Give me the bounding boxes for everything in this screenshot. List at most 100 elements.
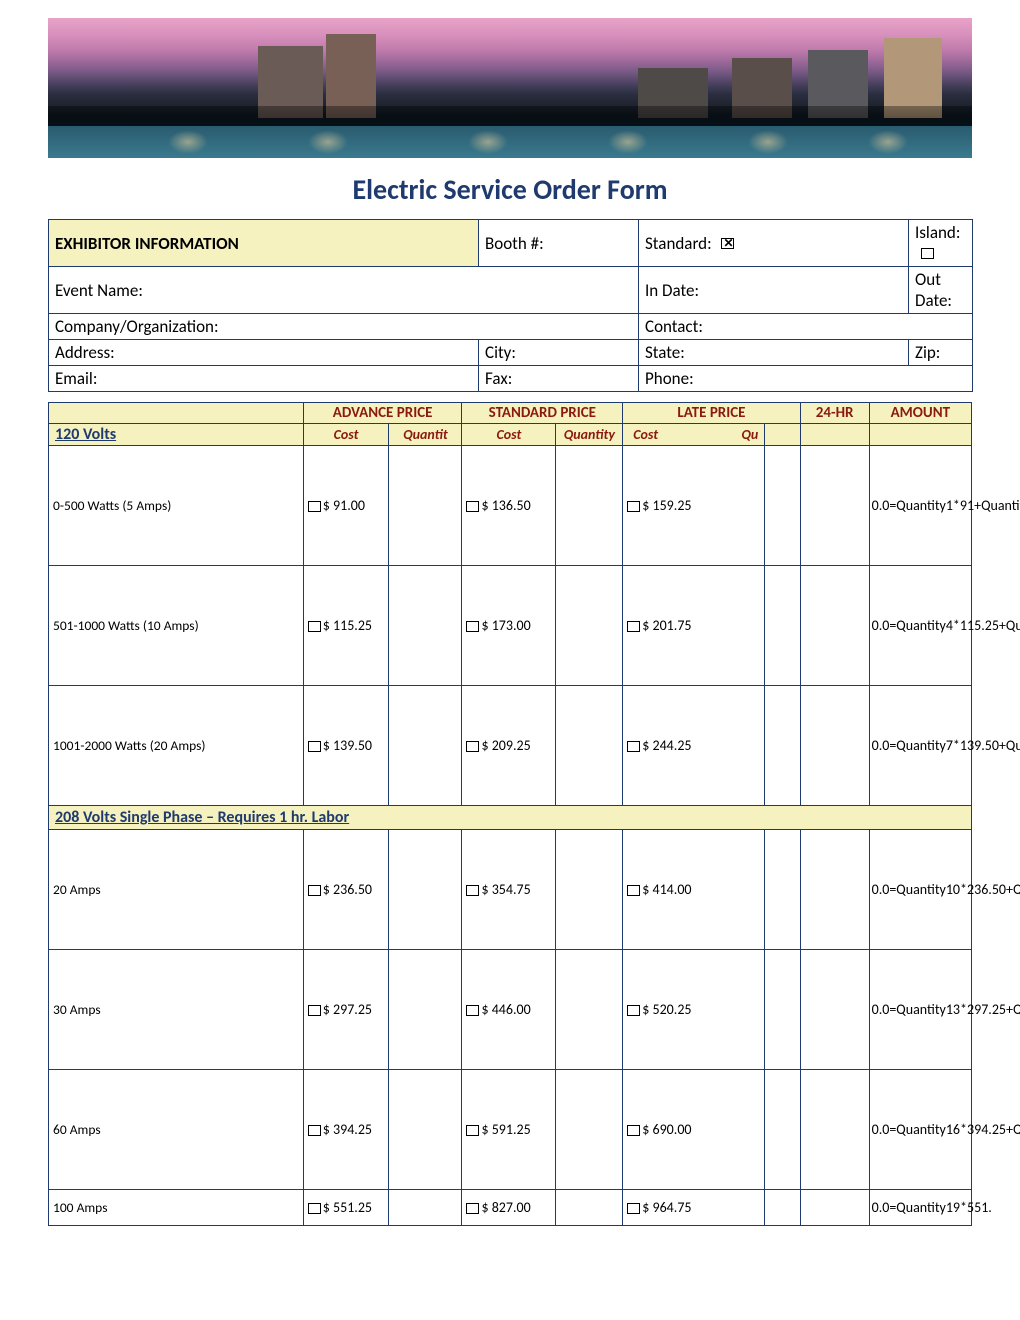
- checkbox-icon[interactable]: [308, 621, 321, 632]
- event-name-field[interactable]: Event Name:: [49, 267, 639, 314]
- booth-label[interactable]: Booth #:: [479, 220, 639, 267]
- 24hr-cell[interactable]: [800, 1070, 869, 1190]
- std-cost[interactable]: $ 136.50: [462, 446, 556, 566]
- late-qty[interactable]: [765, 1070, 800, 1190]
- checkbox-icon[interactable]: [466, 621, 479, 632]
- 24hr-cell[interactable]: [800, 1190, 869, 1226]
- late-qty[interactable]: [765, 686, 800, 806]
- amount-sub: [869, 424, 971, 446]
- checkbox-icon[interactable]: [308, 1125, 321, 1136]
- adv-cost[interactable]: $ 297.25: [303, 950, 389, 1070]
- std-cost[interactable]: $ 446.00: [462, 950, 556, 1070]
- std-qty[interactable]: [556, 1190, 623, 1226]
- std-qty[interactable]: [556, 446, 623, 566]
- checkbox-icon[interactable]: [627, 885, 640, 896]
- late-qty[interactable]: [765, 950, 800, 1070]
- checkbox-icon[interactable]: [627, 1005, 640, 1016]
- adv-qty[interactable]: [389, 830, 462, 950]
- out-date-field[interactable]: Out Date:: [909, 267, 973, 314]
- in-date-field[interactable]: In Date:: [639, 267, 909, 314]
- checkbox-icon[interactable]: [466, 1203, 479, 1214]
- 24hr-header: 24-HR: [800, 403, 869, 424]
- zip-field[interactable]: Zip:: [909, 340, 973, 366]
- adv-qty[interactable]: [389, 446, 462, 566]
- adv-qty[interactable]: [389, 566, 462, 686]
- amount-cell: 0.0=Quantity1*91+Quantity2*136.50+Quanti…: [869, 446, 971, 566]
- std-qty[interactable]: [556, 566, 623, 686]
- adv-cost[interactable]: $ 115.25: [303, 566, 389, 686]
- checkbox-icon[interactable]: [308, 741, 321, 752]
- std-qty[interactable]: [556, 686, 623, 806]
- fax-field[interactable]: Fax:: [479, 366, 639, 392]
- checkbox-icon[interactable]: [466, 1125, 479, 1136]
- late-qty[interactable]: [765, 830, 800, 950]
- city-field[interactable]: City:: [479, 340, 639, 366]
- late-qty[interactable]: [765, 446, 800, 566]
- adv-qty[interactable]: [389, 1190, 462, 1226]
- page-title: Electric Service Order Form: [48, 172, 972, 207]
- amount-cell: 0.0=Quantity13*297.25+Quantity14*446+Qua…: [869, 950, 971, 1070]
- std-cost[interactable]: $ 209.25: [462, 686, 556, 806]
- island-cell[interactable]: Island:: [909, 220, 973, 267]
- adv-cost[interactable]: $ 236.50: [303, 830, 389, 950]
- adv-cost[interactable]: $ 91.00: [303, 446, 389, 566]
- checkbox-icon[interactable]: [308, 1203, 321, 1214]
- checkbox-icon[interactable]: [308, 1005, 321, 1016]
- std-cost[interactable]: $ 354.75: [462, 830, 556, 950]
- amount-header: AMOUNT: [869, 403, 971, 424]
- checkbox-icon[interactable]: [627, 1125, 640, 1136]
- item-desc: 100 Amps: [49, 1190, 304, 1226]
- contact-field[interactable]: Contact:: [639, 314, 973, 340]
- late-qty[interactable]: [765, 566, 800, 686]
- standard-price-header: STANDARD PRICE: [462, 403, 623, 424]
- late-cost[interactable]: $ 159.25: [623, 446, 765, 566]
- standard-checkbox[interactable]: [721, 238, 734, 249]
- 24hr-cell[interactable]: [800, 830, 869, 950]
- address-field[interactable]: Address:: [49, 340, 479, 366]
- adv-qty[interactable]: [389, 950, 462, 1070]
- checkbox-icon[interactable]: [466, 1005, 479, 1016]
- std-cost[interactable]: $ 827.00: [462, 1190, 556, 1226]
- std-cost-label: Cost: [462, 424, 556, 446]
- adv-qty[interactable]: [389, 686, 462, 806]
- 24hr-cell[interactable]: [800, 446, 869, 566]
- adv-cost[interactable]: $ 394.25: [303, 1070, 389, 1190]
- checkbox-icon[interactable]: [466, 885, 479, 896]
- island-checkbox[interactable]: [921, 248, 934, 259]
- exhibitor-info-label: EXHIBITOR INFORMATION: [49, 220, 479, 267]
- checkbox-icon[interactable]: [466, 741, 479, 752]
- pricing-table: ADVANCE PRICE STANDARD PRICE LATE PRICE …: [48, 402, 972, 1226]
- adv-cost[interactable]: $ 551.25: [303, 1190, 389, 1226]
- adv-qty[interactable]: [389, 1070, 462, 1190]
- checkbox-icon[interactable]: [308, 501, 321, 512]
- section-208v-label: 208 Volts Single Phase – Requires 1 hr. …: [49, 806, 972, 830]
- late-cost[interactable]: $ 201.75: [623, 566, 765, 686]
- standard-cell[interactable]: Standard:: [639, 220, 909, 267]
- std-qty[interactable]: [556, 950, 623, 1070]
- std-qty[interactable]: [556, 830, 623, 950]
- late-cost[interactable]: $ 520.25: [623, 950, 765, 1070]
- checkbox-icon[interactable]: [627, 501, 640, 512]
- 24hr-cell[interactable]: [800, 566, 869, 686]
- late-cost[interactable]: $ 690.00: [623, 1070, 765, 1190]
- item-desc: 0-500 Watts (5 Amps): [49, 446, 304, 566]
- company-field[interactable]: Company/Organization:: [49, 314, 639, 340]
- late-cost[interactable]: $ 244.25: [623, 686, 765, 806]
- late-cost[interactable]: $ 414.00: [623, 830, 765, 950]
- std-cost[interactable]: $ 591.25: [462, 1070, 556, 1190]
- checkbox-icon[interactable]: [627, 741, 640, 752]
- email-field[interactable]: Email:: [49, 366, 479, 392]
- late-cost[interactable]: $ 964.75: [623, 1190, 765, 1226]
- adv-cost[interactable]: $ 139.50: [303, 686, 389, 806]
- state-field[interactable]: State:: [639, 340, 909, 366]
- std-cost[interactable]: $ 173.00: [462, 566, 556, 686]
- checkbox-icon[interactable]: [308, 885, 321, 896]
- checkbox-icon[interactable]: [627, 1203, 640, 1214]
- checkbox-icon[interactable]: [466, 501, 479, 512]
- 24hr-cell[interactable]: [800, 950, 869, 1070]
- checkbox-icon[interactable]: [627, 621, 640, 632]
- phone-field[interactable]: Phone:: [639, 366, 973, 392]
- 24hr-cell[interactable]: [800, 686, 869, 806]
- late-qty[interactable]: [765, 1190, 800, 1226]
- std-qty[interactable]: [556, 1070, 623, 1190]
